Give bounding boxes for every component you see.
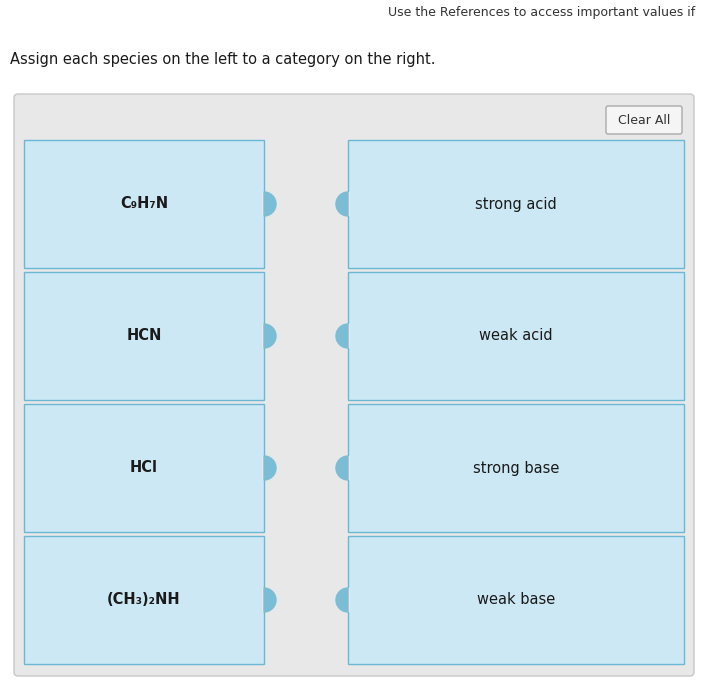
FancyBboxPatch shape <box>346 456 350 480</box>
FancyBboxPatch shape <box>346 588 350 612</box>
FancyBboxPatch shape <box>348 272 684 400</box>
FancyBboxPatch shape <box>262 324 266 348</box>
FancyBboxPatch shape <box>262 588 266 612</box>
Text: HCN: HCN <box>126 329 161 344</box>
Text: Clear All: Clear All <box>618 113 670 126</box>
Text: strong base: strong base <box>473 460 559 475</box>
Wedge shape <box>264 588 276 612</box>
FancyBboxPatch shape <box>348 536 684 664</box>
Wedge shape <box>264 192 276 216</box>
Wedge shape <box>264 456 276 480</box>
FancyBboxPatch shape <box>346 324 350 348</box>
Wedge shape <box>336 588 348 612</box>
FancyBboxPatch shape <box>348 140 684 268</box>
Wedge shape <box>336 324 348 348</box>
FancyBboxPatch shape <box>262 456 266 480</box>
FancyBboxPatch shape <box>14 94 694 676</box>
Text: C₉H₇N: C₉H₇N <box>120 197 168 212</box>
FancyBboxPatch shape <box>24 140 264 268</box>
FancyBboxPatch shape <box>262 192 266 216</box>
Wedge shape <box>336 456 348 480</box>
Text: HCl: HCl <box>130 460 158 475</box>
Text: strong acid: strong acid <box>475 197 557 212</box>
Text: Use the References to access important values if: Use the References to access important v… <box>388 6 695 19</box>
Wedge shape <box>264 324 276 348</box>
Text: (CH₃)₂NH: (CH₃)₂NH <box>107 592 180 607</box>
Wedge shape <box>336 192 348 216</box>
FancyBboxPatch shape <box>348 404 684 532</box>
FancyBboxPatch shape <box>346 192 350 216</box>
Text: weak acid: weak acid <box>479 329 553 344</box>
Text: Assign each species on the left to a category on the right.: Assign each species on the left to a cat… <box>10 52 436 67</box>
FancyBboxPatch shape <box>24 536 264 664</box>
FancyBboxPatch shape <box>606 106 682 134</box>
FancyBboxPatch shape <box>24 404 264 532</box>
Text: weak base: weak base <box>477 592 555 607</box>
FancyBboxPatch shape <box>24 272 264 400</box>
